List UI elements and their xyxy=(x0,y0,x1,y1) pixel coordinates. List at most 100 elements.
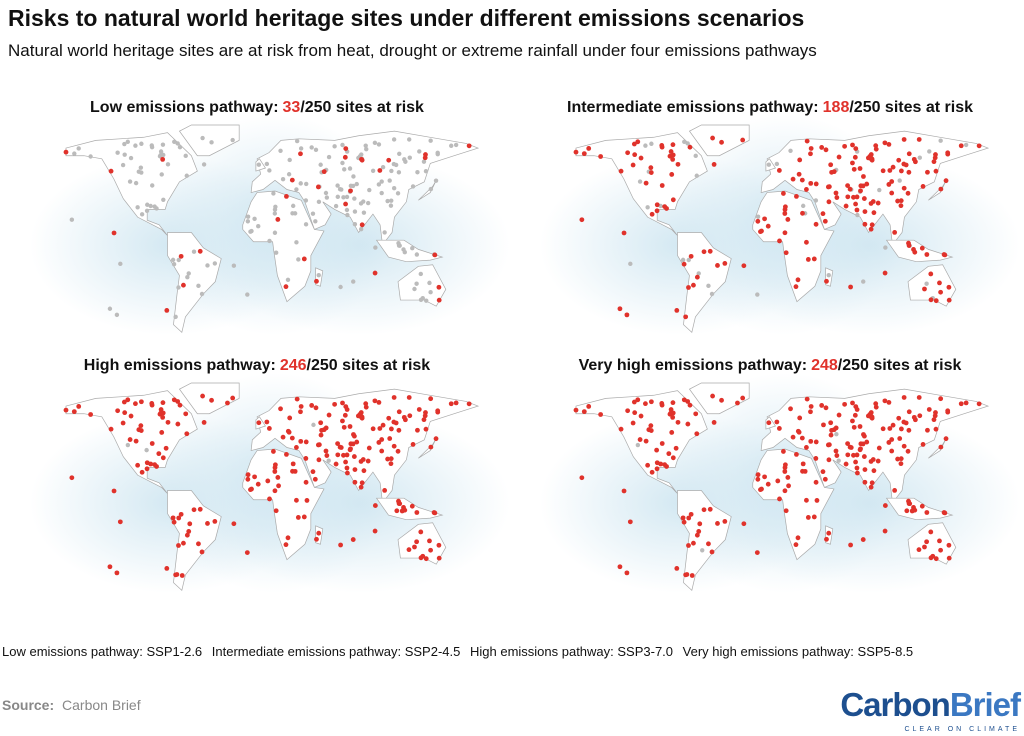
site-safe xyxy=(359,152,364,157)
site-at-risk xyxy=(670,455,676,461)
site-safe xyxy=(428,186,434,192)
site-at-risk xyxy=(924,510,930,515)
site-safe xyxy=(395,191,401,196)
site-at-risk xyxy=(359,480,365,486)
site-at-risk xyxy=(796,171,802,177)
site-at-risk xyxy=(922,286,927,292)
site-at-risk xyxy=(781,191,786,196)
site-at-risk xyxy=(176,543,181,548)
site-at-risk xyxy=(171,397,177,403)
site-safe xyxy=(643,143,648,148)
site-at-risk xyxy=(648,399,654,405)
site-safe xyxy=(342,167,347,172)
site-safe xyxy=(128,155,134,161)
site-safe xyxy=(391,186,397,191)
site-at-risk xyxy=(694,532,700,538)
site-at-risk xyxy=(824,278,829,284)
site-safe xyxy=(280,176,286,182)
site-at-risk xyxy=(937,538,942,544)
site-at-risk xyxy=(138,423,144,429)
land xyxy=(907,264,957,307)
site-safe xyxy=(363,143,368,148)
site-safe xyxy=(449,143,454,148)
site-at-risk xyxy=(853,201,858,207)
site-at-risk xyxy=(853,146,859,152)
site-at-risk xyxy=(372,398,378,404)
site-safe xyxy=(88,154,93,159)
site-at-risk xyxy=(266,426,272,431)
site-safe xyxy=(267,168,272,173)
site-at-risk xyxy=(341,424,347,430)
site-at-risk xyxy=(828,420,834,426)
site-at-risk xyxy=(414,539,420,545)
site-at-risk xyxy=(937,280,942,286)
site-safe xyxy=(696,271,701,276)
site-safe xyxy=(352,222,358,227)
site-at-risk xyxy=(850,418,855,424)
site-at-risk xyxy=(314,536,319,542)
site-safe xyxy=(372,140,378,146)
panel-count: 248 xyxy=(811,357,838,374)
panel-count: 33 xyxy=(283,99,301,116)
site-safe xyxy=(685,141,690,146)
site-at-risk xyxy=(892,487,898,493)
site-at-risk xyxy=(822,476,828,482)
site-safe xyxy=(694,173,699,178)
site-at-risk xyxy=(643,180,649,186)
site-safe xyxy=(294,240,299,245)
site-at-risk xyxy=(762,216,767,222)
panels: Low emissions pathway: 33/250 sites at ri… xyxy=(30,99,1020,593)
site-safe xyxy=(379,179,384,184)
land xyxy=(885,497,954,521)
site-safe xyxy=(391,161,397,167)
site-at-risk xyxy=(938,396,944,402)
site-at-risk xyxy=(418,529,424,535)
site-at-risk xyxy=(386,157,392,163)
site-at-risk xyxy=(882,270,888,276)
site-at-risk xyxy=(800,210,805,216)
site-at-risk xyxy=(882,140,888,146)
site-at-risk xyxy=(919,503,925,509)
site-at-risk xyxy=(421,417,427,423)
site-safe xyxy=(298,146,304,151)
site-safe xyxy=(335,183,340,188)
site-at-risk xyxy=(133,438,139,444)
site-at-risk xyxy=(925,427,930,433)
site-safe xyxy=(171,261,177,267)
site-at-risk xyxy=(842,143,848,149)
site-at-risk xyxy=(854,465,860,471)
site-at-risk xyxy=(691,282,696,288)
site-at-risk xyxy=(938,186,944,192)
site-safe xyxy=(649,141,654,146)
site-safe xyxy=(332,144,337,149)
site-at-risk xyxy=(303,439,309,445)
site-at-risk xyxy=(687,402,693,408)
site-at-risk xyxy=(813,181,819,187)
site-at-risk xyxy=(149,441,155,446)
site-at-risk xyxy=(312,476,318,482)
site-at-risk xyxy=(428,547,433,553)
site-at-risk xyxy=(388,461,394,467)
site-safe xyxy=(273,204,278,210)
site-safe xyxy=(199,291,205,297)
site-at-risk xyxy=(864,181,870,187)
site-safe xyxy=(755,214,761,219)
site-at-risk xyxy=(360,457,366,462)
site-at-risk xyxy=(668,410,674,416)
site-at-risk xyxy=(333,461,339,467)
site-at-risk xyxy=(919,245,925,251)
site-at-risk xyxy=(388,426,394,432)
site-at-risk xyxy=(854,194,860,200)
site-safe xyxy=(354,181,359,187)
site-at-risk xyxy=(231,521,237,527)
site-safe xyxy=(345,212,350,218)
site-safe xyxy=(361,210,367,215)
logo-part: Carbon xyxy=(840,686,950,723)
site-at-risk xyxy=(352,467,358,472)
site-safe xyxy=(380,164,386,170)
site-at-risk xyxy=(860,183,866,189)
site-safe xyxy=(144,447,149,453)
site-safe xyxy=(877,187,882,193)
site-safe xyxy=(826,273,831,278)
site-at-risk xyxy=(697,521,703,527)
